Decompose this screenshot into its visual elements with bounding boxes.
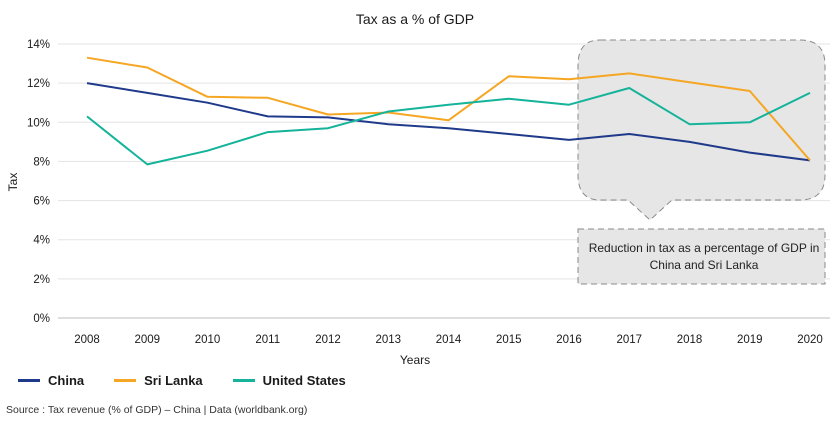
x-tick-label: 2016 (556, 334, 582, 346)
x-tick-label: 2012 (315, 334, 341, 346)
callout-bubble (577, 39, 826, 221)
chart-title: Tax as a % of GDP (356, 11, 474, 27)
legend: China Sri Lanka United States (18, 373, 376, 388)
legend-swatch (232, 379, 255, 382)
series-lines (86, 56, 811, 166)
legend-item: China (18, 373, 84, 388)
y-axis-label: Tax (6, 173, 20, 192)
x-tick-label: 2019 (737, 334, 763, 346)
gridlines (58, 43, 830, 319)
y-tick-label: 8% (33, 156, 50, 168)
x-tick-label: 2014 (436, 334, 462, 346)
x-tick-label: 2018 (677, 334, 703, 346)
legend-item: United States (232, 373, 346, 388)
annotation-callout (577, 39, 826, 285)
x-tick-label: 2015 (496, 334, 522, 346)
x-axis-label: Years (400, 353, 430, 367)
y-tick-label: 14% (27, 39, 50, 51)
y-tick-label: 4% (33, 235, 50, 247)
series-line-sri-lanka (86, 56, 811, 162)
x-tick-label: 2010 (195, 334, 221, 346)
y-tick-label: 6% (33, 196, 50, 208)
x-tick-labels: 2008 2009 2010 2011 2012 2013 2014 2015 2016 2017… (74, 334, 823, 346)
y-tick-label: 12% (27, 78, 50, 90)
x-tick-label: 2011 (255, 334, 280, 346)
x-tick-label: 2020 (797, 334, 823, 346)
series-line-united-states (86, 87, 811, 166)
legend-label: United States (262, 373, 346, 388)
legend-label: China (48, 373, 85, 388)
x-tick-label: 2008 (74, 334, 100, 346)
series-line-china (86, 82, 811, 162)
y-tick-label: 0% (33, 313, 50, 325)
y-tick-label: 10% (27, 117, 50, 129)
legend-item: Sri Lanka (114, 373, 203, 388)
legend-swatch (18, 379, 40, 382)
source-note: Source : Tax revenue (% of GDP) – China … (6, 404, 308, 416)
x-tick-label: 2017 (616, 334, 642, 346)
y-tick-label: 2% (33, 274, 50, 286)
legend-swatch (114, 379, 137, 382)
x-tick-label: 2009 (134, 334, 160, 346)
y-tick-labels: 0% 2% 4% 6% 8% 10% 12% 14% (27, 39, 50, 325)
annotation-text: Reduction in tax as a percentage of GDP … (588, 241, 820, 272)
callout-text-box (577, 228, 826, 285)
x-tick-label: 2013 (375, 334, 401, 346)
legend-label: Sri Lanka (144, 373, 203, 388)
